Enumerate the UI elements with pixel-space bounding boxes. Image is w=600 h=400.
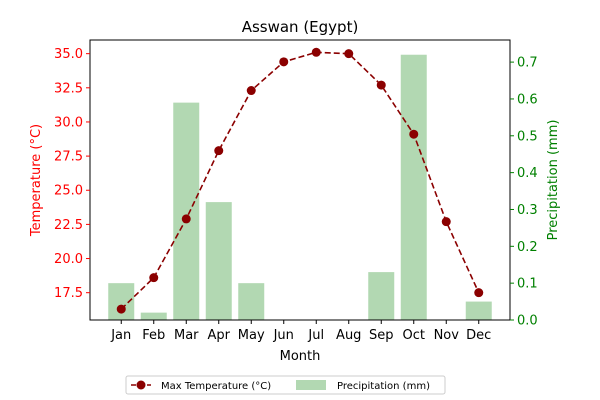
temp-point-jun: [279, 57, 289, 67]
x-axis-ticks: Jan Feb Mar Apr May Jun Jul Aug Sep Oct Nov Dec: [110, 320, 491, 343]
x-tick-label: Sep: [369, 328, 394, 343]
precip-bar-mar: [173, 102, 200, 320]
precipitation-bars: [108, 54, 492, 320]
left-tick-label: 17.5: [54, 286, 83, 301]
left-tick-label: 35.0: [54, 47, 83, 62]
temp-point-aug: [344, 49, 354, 59]
x-tick-label: Jun: [273, 328, 294, 343]
precip-bar-feb: [140, 312, 167, 320]
left-tick-label: 32.5: [54, 81, 83, 96]
left-tick-label: 25.0: [54, 184, 83, 199]
temp-point-oct: [409, 129, 419, 139]
left-tick-label: 30.0: [54, 115, 83, 130]
temperature-line: [116, 47, 484, 314]
temp-point-apr: [214, 146, 224, 156]
precip-bar-sep: [368, 272, 395, 320]
legend-bar-swatch: [296, 380, 326, 390]
right-tick-label: 0.4: [517, 166, 538, 181]
x-tick-label: Nov: [434, 328, 460, 343]
x-tick-label: Oct: [403, 328, 425, 343]
precip-bar-jan: [108, 283, 135, 320]
right-tick-label: 0.5: [517, 129, 538, 144]
temp-point-sep: [376, 80, 386, 90]
temperature-series-line: [120, 51, 480, 310]
temp-point-may: [246, 86, 256, 96]
left-tick-label: 27.5: [54, 150, 83, 165]
x-tick-label: Dec: [466, 328, 491, 343]
legend-frame: [125, 375, 446, 395]
right-tick-label: 0.7: [517, 56, 538, 71]
legend: Max Temperature (°C) Precipitation (mm): [125, 375, 446, 395]
right-tick-label: 0.1: [517, 277, 538, 292]
precip-bar-may: [238, 283, 265, 320]
left-tick-label: 22.5: [54, 218, 83, 233]
temp-point-jan: [116, 304, 126, 314]
x-tick-label: Jul: [307, 328, 324, 343]
temp-point-dec: [474, 288, 484, 298]
right-tick-label: 0.0: [517, 314, 538, 329]
x-axis-label: Month: [280, 349, 321, 364]
temp-point-nov: [441, 217, 451, 227]
right-axis-label: Precipitation (mm): [546, 120, 561, 241]
temp-point-jul: [311, 47, 321, 57]
legend-label-precipitation: Precipitation (mm): [337, 381, 430, 392]
right-tick-label: 0.3: [517, 203, 538, 218]
precip-bar-dec: [465, 301, 492, 320]
x-tick-label: Aug: [336, 328, 361, 343]
temp-point-mar: [181, 214, 191, 224]
x-tick-label: Apr: [208, 328, 231, 343]
x-tick-label: Feb: [142, 328, 165, 343]
chart-title: Asswan (Egypt): [242, 18, 359, 36]
x-tick-label: Jan: [110, 328, 131, 343]
right-axis-ticks: 0.0 0.1 0.2 0.3 0.4 0.5 0.6 0.7: [510, 56, 538, 329]
right-tick-label: 0.2: [517, 240, 538, 255]
right-tick-label: 0.6: [517, 92, 538, 107]
precip-bar-oct: [400, 54, 427, 320]
legend-label-temperature: Max Temperature (°C): [161, 381, 271, 392]
x-tick-label: Mar: [174, 328, 199, 343]
x-tick-label: May: [238, 328, 265, 343]
left-axis-label: Temperature (°C): [29, 124, 44, 237]
precip-bar-apr: [205, 202, 232, 320]
legend-line-marker: [136, 380, 146, 390]
temp-point-feb: [149, 273, 159, 283]
left-tick-label: 20.0: [54, 252, 83, 267]
left-axis-ticks: 17.5 20.0 22.5 25.0 27.5 30.0 32.5 35.0: [54, 47, 90, 301]
plot-frame: [89, 39, 511, 321]
